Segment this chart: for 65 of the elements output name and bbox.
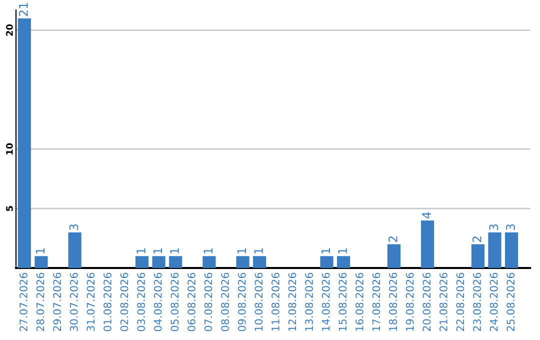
y-tick-label: 10 [6, 143, 13, 154]
bar [135, 256, 149, 268]
x-tick-label: 06.08.2026 [188, 272, 196, 332]
data-label: 1 [321, 248, 330, 254]
x-tick-label: 14.08.2026 [322, 272, 330, 331]
x-tick-label: 18.08.2026 [389, 272, 397, 331]
y-tick-label: 5 [6, 206, 13, 211]
data-label: 3 [506, 224, 515, 230]
data-label: 1 [338, 248, 347, 254]
x-tick-label: 25.08.2026 [506, 272, 515, 332]
x-tick-label: 01.08.2026 [104, 272, 112, 332]
x-tick-label: 10.08.2026 [254, 272, 263, 331]
x-tick-label: 24.08.2026 [490, 272, 498, 332]
data-label: 1 [254, 248, 263, 254]
bar [202, 256, 216, 268]
data-label: 3 [489, 224, 498, 230]
x-tick-label: 22.08.2026 [456, 272, 464, 332]
x-tick-label: 02.08.2026 [120, 272, 128, 332]
bar [420, 220, 434, 268]
bar [471, 244, 484, 268]
data-label: 1 [170, 248, 179, 254]
data-label: 1 [204, 248, 212, 254]
x-tick-label: 09.08.2026 [238, 272, 246, 332]
data-label: 1 [153, 248, 162, 254]
x-tick-label: 31.07.2026 [86, 272, 95, 332]
bar [236, 256, 250, 268]
bar [152, 256, 166, 268]
x-tick-label: 27.07.2026 [20, 272, 28, 332]
bar [68, 232, 82, 268]
bar [387, 244, 400, 268]
x-tick-label: 04.08.2026 [154, 272, 162, 332]
data-label: 4 [422, 212, 431, 218]
x-tick-label: 17.08.2026 [372, 272, 380, 331]
data-label: 1 [136, 248, 146, 254]
bar [18, 18, 31, 268]
x-tick-label: 13.08.2026 [305, 272, 313, 331]
bar [320, 256, 334, 268]
x-tick-label: 07.08.2026 [204, 272, 212, 332]
x-tick-label: 21.08.2026 [439, 272, 448, 332]
data-label: 21 [18, 3, 28, 16]
x-tick-label: 03.08.2026 [137, 272, 146, 332]
x-tick-label: 19.08.2026 [406, 272, 414, 331]
x-tick-label: 05.08.2026 [170, 272, 179, 332]
x-tick-label: 16.08.2026 [355, 272, 364, 331]
data-label: 2 [472, 236, 482, 242]
x-tick-label: 08.08.2026 [221, 272, 229, 332]
bar [504, 232, 518, 268]
x-tick-label: 28.07.2026 [36, 272, 44, 332]
y-tick-label: 20 [6, 24, 13, 36]
x-tick-label: 29.07.2026 [53, 272, 62, 332]
bar [337, 256, 350, 268]
bar [169, 256, 182, 268]
data-label: 1 [36, 248, 44, 254]
x-tick-label: 15.08.2026 [338, 272, 347, 331]
x-tick-label: 23.08.2026 [473, 272, 481, 332]
x-tick-label: 12.08.2026 [288, 272, 296, 331]
x-tick-label: 30.07.2026 [70, 272, 78, 332]
x-tick-label: 20.08.2026 [422, 272, 431, 332]
bar [253, 256, 266, 268]
bar [34, 256, 48, 268]
bar [488, 232, 502, 268]
data-label: 2 [388, 236, 398, 242]
data-label: 3 [69, 224, 78, 230]
data-label: 1 [237, 248, 246, 254]
x-tick-label: 11.08.2026 [272, 272, 280, 331]
